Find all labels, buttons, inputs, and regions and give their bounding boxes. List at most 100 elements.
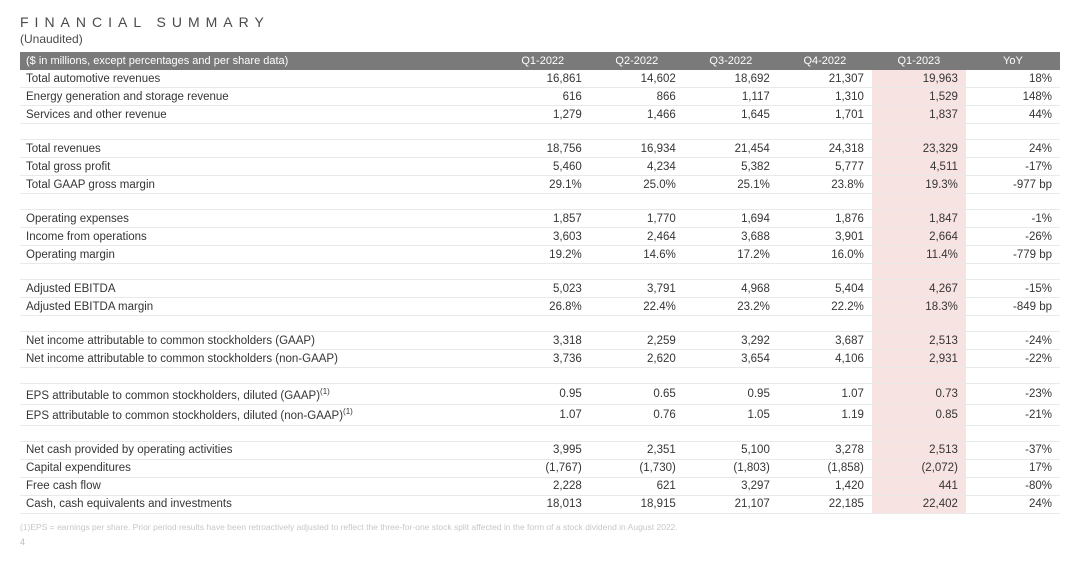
spacer-row [20,425,1060,441]
row-value: 1,310 [778,88,872,106]
table-row: Adjusted EBITDA5,0233,7914,9685,4044,267… [20,280,1060,298]
row-value: 22,402 [872,495,966,513]
row-value: 23,329 [872,140,966,158]
row-value: 29.1% [496,176,590,194]
row-value: 2,513 [872,441,966,459]
row-value: 1,876 [778,210,872,228]
row-value: 19.2% [496,246,590,264]
row-value: 3,688 [684,228,778,246]
row-value: -15% [966,280,1060,298]
row-value: 22,185 [778,495,872,513]
row-label: Total GAAP gross margin [20,176,496,194]
row-value: 18.3% [872,298,966,316]
row-value: 1,857 [496,210,590,228]
row-value: 3,278 [778,441,872,459]
row-value: 22.2% [778,298,872,316]
row-label: Income from operations [20,228,496,246]
row-label: Total automotive revenues [20,70,496,88]
row-label: Total gross profit [20,158,496,176]
spacer-row [20,194,1060,210]
table-row: Total GAAP gross margin29.1%25.0%25.1%23… [20,176,1060,194]
spacer-row [20,368,1060,384]
row-label: Capital expenditures [20,459,496,477]
row-value: 1,279 [496,106,590,124]
row-value: 5,100 [684,441,778,459]
row-value: 2,664 [872,228,966,246]
row-value: 5,023 [496,280,590,298]
row-value: 1.19 [778,404,872,425]
table-row: Services and other revenue1,2791,4661,64… [20,106,1060,124]
row-value: 5,460 [496,158,590,176]
financial-summary-table: ($ in millions, except percentages and p… [20,52,1060,514]
row-value: 0.85 [872,404,966,425]
row-value: (1,767) [496,459,590,477]
row-value: 18% [966,70,1060,88]
table-row: Free cash flow2,2286213,2971,420441-80% [20,477,1060,495]
col-header: Q2-2022 [590,52,684,70]
col-header: Q3-2022 [684,52,778,70]
row-label: Total revenues [20,140,496,158]
row-label: Adjusted EBITDA [20,280,496,298]
col-header: Q1-2023 [872,52,966,70]
spacer-row [20,124,1060,140]
row-value: 19.3% [872,176,966,194]
row-value: 866 [590,88,684,106]
table-row: Operating expenses1,8571,7701,6941,8761,… [20,210,1060,228]
row-value: 1,701 [778,106,872,124]
row-value: 4,106 [778,350,872,368]
row-value: 21,307 [778,70,872,88]
row-value: 0.76 [590,404,684,425]
row-value: 1,466 [590,106,684,124]
row-value: 5,777 [778,158,872,176]
row-value: 3,297 [684,477,778,495]
row-label: Services and other revenue [20,106,496,124]
row-value: 14.6% [590,246,684,264]
row-value: -1% [966,210,1060,228]
row-label: Net income attributable to common stockh… [20,332,496,350]
row-label: Cash, cash equivalents and investments [20,495,496,513]
row-value: 3,791 [590,280,684,298]
row-value: 1,645 [684,106,778,124]
row-label: Net income attributable to common stockh… [20,350,496,368]
row-value: 17.2% [684,246,778,264]
row-value: 18,013 [496,495,590,513]
row-label: Net cash provided by operating activitie… [20,441,496,459]
row-value: 17% [966,459,1060,477]
table-row: Total revenues18,75616,93421,45424,31823… [20,140,1060,158]
row-value: 5,404 [778,280,872,298]
table-header-row: ($ in millions, except percentages and p… [20,52,1060,70]
spacer-row [20,264,1060,280]
row-value: 0.95 [684,384,778,405]
row-value: 24% [966,495,1060,513]
row-value: 22.4% [590,298,684,316]
row-value: 3,687 [778,332,872,350]
row-value: -23% [966,384,1060,405]
row-value: 18,915 [590,495,684,513]
col-header: YoY [966,52,1060,70]
row-value: 1,420 [778,477,872,495]
row-value: 2,931 [872,350,966,368]
row-value: 2,620 [590,350,684,368]
table-row: Total gross profit5,4604,2345,3825,7774,… [20,158,1060,176]
row-value: 0.95 [496,384,590,405]
row-value: 3,995 [496,441,590,459]
row-value: -26% [966,228,1060,246]
footnote-text: (1)EPS = earnings per share. Prior perio… [20,522,1060,533]
row-value: -22% [966,350,1060,368]
row-value: 2,351 [590,441,684,459]
row-value: 0.73 [872,384,966,405]
row-value: 2,259 [590,332,684,350]
row-value: 25.0% [590,176,684,194]
row-value: 14,602 [590,70,684,88]
row-value: 2,228 [496,477,590,495]
row-value: 16,861 [496,70,590,88]
row-value: 3,901 [778,228,872,246]
row-value: 18,692 [684,70,778,88]
table-row: Cash, cash equivalents and investments18… [20,495,1060,513]
row-value: 26.8% [496,298,590,316]
row-value: 3,736 [496,350,590,368]
row-value: 21,107 [684,495,778,513]
row-value: -849 bp [966,298,1060,316]
table-row: Energy generation and storage revenue616… [20,88,1060,106]
row-value: -977 bp [966,176,1060,194]
